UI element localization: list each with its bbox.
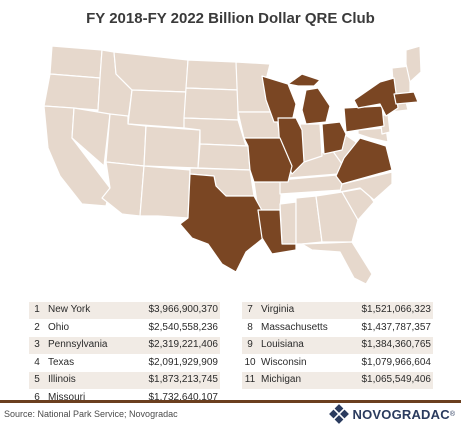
footer-divider xyxy=(0,400,461,403)
novogradac-logo: NOVOGRADAC ® xyxy=(329,404,455,424)
amount-cell: $2,319,221,406 xyxy=(148,339,218,350)
state-cell: Massachusetts xyxy=(261,321,328,333)
state-louisiana xyxy=(257,209,297,255)
source-note: Source: National Park Service; Novograda… xyxy=(4,409,178,419)
state-michigan xyxy=(287,73,321,87)
table-row: 10 Wisconsin $1,079,966,604 xyxy=(242,355,433,372)
state-massachusetts xyxy=(393,91,419,105)
registered-mark: ® xyxy=(449,410,455,418)
state-wyoming xyxy=(127,89,187,129)
state-texas xyxy=(179,173,267,273)
table-row: 9 Louisiana $1,384,360,765 xyxy=(242,337,433,355)
state-new-york xyxy=(353,77,399,117)
rank-cell: 4 xyxy=(34,356,40,368)
table-row: 8 Massachusetts $1,437,787,357 xyxy=(242,320,433,337)
state-nevada xyxy=(71,107,111,167)
logo-wordmark: NOVOGRADAC xyxy=(352,406,450,422)
amount-cell: $2,540,558,236 xyxy=(148,321,218,333)
state-cell: Louisiana xyxy=(261,339,304,350)
table-row: 1 New York $3,966,900,370 xyxy=(29,302,220,320)
state-kansas xyxy=(197,143,251,171)
state-cell: Virginia xyxy=(261,304,295,315)
rankings-table-left: 1 New York $3,966,900,370 2 Ohio $2,540,… xyxy=(29,302,220,407)
state-georgia xyxy=(315,191,359,243)
amount-cell: $1,732,640,107 xyxy=(148,391,218,403)
amount-cell: $2,091,929,909 xyxy=(148,356,218,368)
state-cell: Ohio xyxy=(48,321,70,333)
state-cell: Missouri xyxy=(48,391,86,403)
us-states-map xyxy=(40,38,421,284)
rank-cell: 9 xyxy=(247,339,253,350)
amount-cell: $1,384,360,765 xyxy=(361,339,431,350)
state-washington xyxy=(49,45,103,79)
state-north-carolina xyxy=(339,171,393,201)
amount-cell: $3,966,900,370 xyxy=(148,304,218,315)
rank-cell: 5 xyxy=(34,374,40,385)
table-row: 7 Virginia $1,521,066,323 xyxy=(242,302,433,320)
state-michigan-lower xyxy=(301,87,331,125)
state-south-dakota xyxy=(183,87,239,121)
rank-cell: 8 xyxy=(247,321,253,333)
rank-cell: 6 xyxy=(34,391,40,403)
state-maine xyxy=(405,45,421,83)
state-south-carolina xyxy=(341,187,375,221)
state-cell: Michigan xyxy=(261,374,302,385)
state-cell: Texas xyxy=(48,356,75,368)
amount-cell: $1,437,787,357 xyxy=(361,321,431,333)
table-row: 2 Ohio $2,540,558,236 xyxy=(29,320,220,337)
state-virginia xyxy=(335,137,393,185)
state-cell: Illinois xyxy=(48,374,76,385)
table-row: 5 Illinois $1,873,213,745 xyxy=(29,372,220,390)
chart-title: FY 2018-FY 2022 Billion Dollar QRE Club xyxy=(86,10,375,27)
amount-cell: $1,079,966,604 xyxy=(361,356,431,368)
rank-cell: 11 xyxy=(244,374,256,385)
table-row: 11 Michigan $1,065,549,406 xyxy=(242,372,433,390)
rank-cell: 2 xyxy=(34,321,40,333)
table-row: 3 Pennsylvania $2,319,221,406 xyxy=(29,337,220,355)
table-row: 4 Texas $2,091,929,909 xyxy=(29,355,220,372)
state-florida xyxy=(301,241,373,284)
state-pennsylvania xyxy=(343,105,385,133)
rank-cell: 3 xyxy=(34,339,40,350)
state-north-dakota xyxy=(185,59,239,91)
state-mississippi xyxy=(279,201,297,245)
novogradac-diamond-logo-icon xyxy=(329,404,350,424)
state-cell: Wisconsin xyxy=(261,356,307,368)
table-row: 6 Missouri $1,732,640,107 xyxy=(29,390,220,407)
state-cell: New York xyxy=(48,304,91,315)
amount-cell: $1,521,066,323 xyxy=(361,304,431,315)
state-oregon xyxy=(43,73,101,111)
state-colorado xyxy=(143,125,201,169)
amount-cell: $1,873,213,745 xyxy=(148,374,218,385)
rank-cell: 1 xyxy=(34,304,40,315)
amount-cell: $1,065,549,406 xyxy=(361,374,431,385)
rankings-table-right: 7 Virginia $1,521,066,323 8 Massachusett… xyxy=(242,302,433,390)
state-new-mexico xyxy=(139,165,191,219)
state-missouri xyxy=(243,137,293,183)
state-cell: Pennsylvania xyxy=(48,339,108,350)
state-ohio xyxy=(321,121,347,155)
rank-cell: 7 xyxy=(247,304,253,315)
rank-cell: 10 xyxy=(244,356,256,368)
